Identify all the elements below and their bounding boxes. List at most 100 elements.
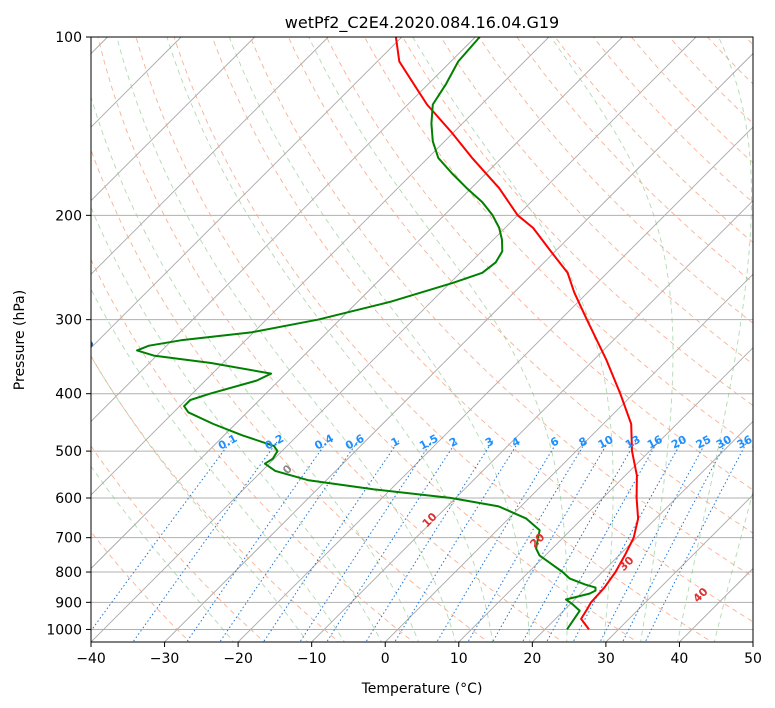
dry-adiabat — [91, 531, 191, 642]
dry-adiabat — [745, 37, 753, 46]
pressure-gridlines — [91, 37, 753, 630]
y-tick-label: 400 — [55, 387, 82, 403]
mixing-ratio-line — [91, 440, 232, 632]
moist-adiabats — [91, 37, 753, 642]
y-tick-label: 700 — [55, 531, 82, 547]
mixing-ratio-line — [326, 440, 458, 642]
isotherm — [91, 37, 623, 570]
mixing-ratio-line — [546, 440, 659, 642]
y-tick-label: 900 — [55, 595, 82, 611]
dry-adiabat — [211, 37, 753, 623]
mixing-ratio-line — [572, 440, 683, 642]
line-labels: 0.10.20.40.611.52346810131620253036-100-… — [91, 336, 755, 605]
mixing-ratio-label: 0.6 — [343, 432, 367, 453]
sounding-line — [136, 37, 597, 630]
mixing-ratio-label: 36 — [735, 433, 755, 452]
x-tick-label: −40 — [76, 651, 106, 667]
moist-adiabat — [91, 355, 309, 642]
dry-adiabats — [91, 37, 753, 642]
dry-adiabat — [135, 37, 639, 642]
mixing-ratio-line — [299, 440, 433, 642]
dry-adiabat — [91, 355, 340, 642]
isotherm — [91, 37, 697, 642]
mixing-ratio-label: 25 — [694, 433, 714, 452]
moist-adiabat — [677, 37, 752, 642]
moist-adiabat — [412, 37, 614, 642]
y-tick-label: 800 — [55, 565, 82, 581]
isotherm — [91, 37, 476, 422]
mixing-ratio-line — [467, 440, 587, 642]
mixing-ratio-label: 2 — [447, 435, 460, 450]
x-tick-label: 30 — [597, 651, 615, 667]
isotherm — [164, 52, 753, 642]
isotherm — [91, 37, 550, 496]
x-tick-label: 0 — [381, 651, 390, 667]
moist-adiabat — [91, 465, 235, 642]
y-axis-label: Pressure (hPa) — [12, 290, 28, 390]
y-tick-label: 100 — [55, 30, 82, 46]
y-tick-label: 200 — [55, 208, 82, 224]
isotherm — [311, 200, 753, 642]
chart-title: wetPf2_C2E4.2020.084.16.04.G19 — [285, 13, 559, 33]
isotherm — [384, 273, 753, 642]
dry-adiabat — [440, 37, 753, 365]
dry-adiabat — [91, 258, 415, 642]
x-axis-ticks: −40 −30 −20 −10 0 10 20 30 40 50 — [76, 642, 762, 667]
dry-adiabat — [478, 37, 753, 324]
y-tick-label: 300 — [55, 313, 82, 329]
dry-adiabat — [91, 445, 265, 642]
mixing-ratio-label: 13 — [623, 433, 643, 452]
mixing-ratio-label: 3 — [483, 435, 496, 450]
moist-adiabat-label: 30 — [616, 553, 636, 573]
mixing-ratio-label: 0.1 — [216, 432, 239, 453]
dry-adiabat — [91, 148, 489, 642]
mixing-ratio-label: 0.4 — [312, 432, 336, 453]
moist-adiabat — [713, 490, 753, 642]
y-tick-label: 1000 — [46, 622, 82, 638]
dry-adiabat — [554, 37, 753, 244]
mixing-ratio-label: 10 — [596, 433, 616, 452]
moist-adiabat-label: 10 — [420, 510, 440, 530]
isotherm — [91, 37, 403, 349]
mixing-ratio-label: 1 — [389, 435, 402, 450]
x-tick-label: −20 — [223, 651, 253, 667]
isotherm — [605, 494, 753, 642]
y-tick-label: 500 — [55, 444, 82, 460]
mixing-ratio-label: 20 — [669, 433, 689, 452]
isotherm-gridlines — [91, 37, 753, 642]
dry-adiabat — [364, 37, 753, 448]
mixing-ratio-line — [132, 440, 279, 642]
moist-adiabat — [308, 37, 568, 642]
x-tick-label: 50 — [744, 651, 762, 667]
isotherm — [679, 567, 753, 642]
x-tick-label: 40 — [671, 651, 689, 667]
x-tick-label: 10 — [450, 651, 468, 667]
y-axis-ticks: 1000 900 800 700 600 500 400 300 200 100 — [46, 30, 91, 638]
isotherm — [91, 37, 255, 202]
mixing-ratio-line — [365, 440, 494, 642]
plot-frame — [90, 36, 754, 643]
dry-adiabat — [173, 37, 713, 642]
moist-adiabat — [166, 37, 494, 642]
isotherm — [91, 37, 329, 275]
moist-adiabat — [116, 37, 457, 642]
sounding-line — [394, 37, 640, 631]
x-axis-label: Temperature (°C) — [361, 681, 483, 697]
x-tick-label: −10 — [297, 651, 327, 667]
mixing-ratio-label: 8 — [577, 435, 590, 450]
mixing-ratio-label: 1.5 — [417, 432, 440, 453]
mixing-ratio-line — [644, 440, 749, 642]
y-tick-label: 600 — [55, 491, 82, 507]
dry-adiabat — [402, 37, 753, 407]
moist-adiabat — [91, 206, 383, 642]
moist-adiabat — [91, 95, 420, 642]
mixing-ratio-label: 30 — [714, 433, 734, 452]
mixing-ratio-label: 0.2 — [263, 432, 286, 453]
mixing-ratio-line — [622, 440, 728, 642]
isotherm — [752, 641, 753, 642]
mixing-ratio-lines — [91, 440, 749, 642]
isotherm — [532, 420, 753, 642]
isotherm — [458, 347, 753, 642]
dry-adiabat — [516, 37, 753, 284]
